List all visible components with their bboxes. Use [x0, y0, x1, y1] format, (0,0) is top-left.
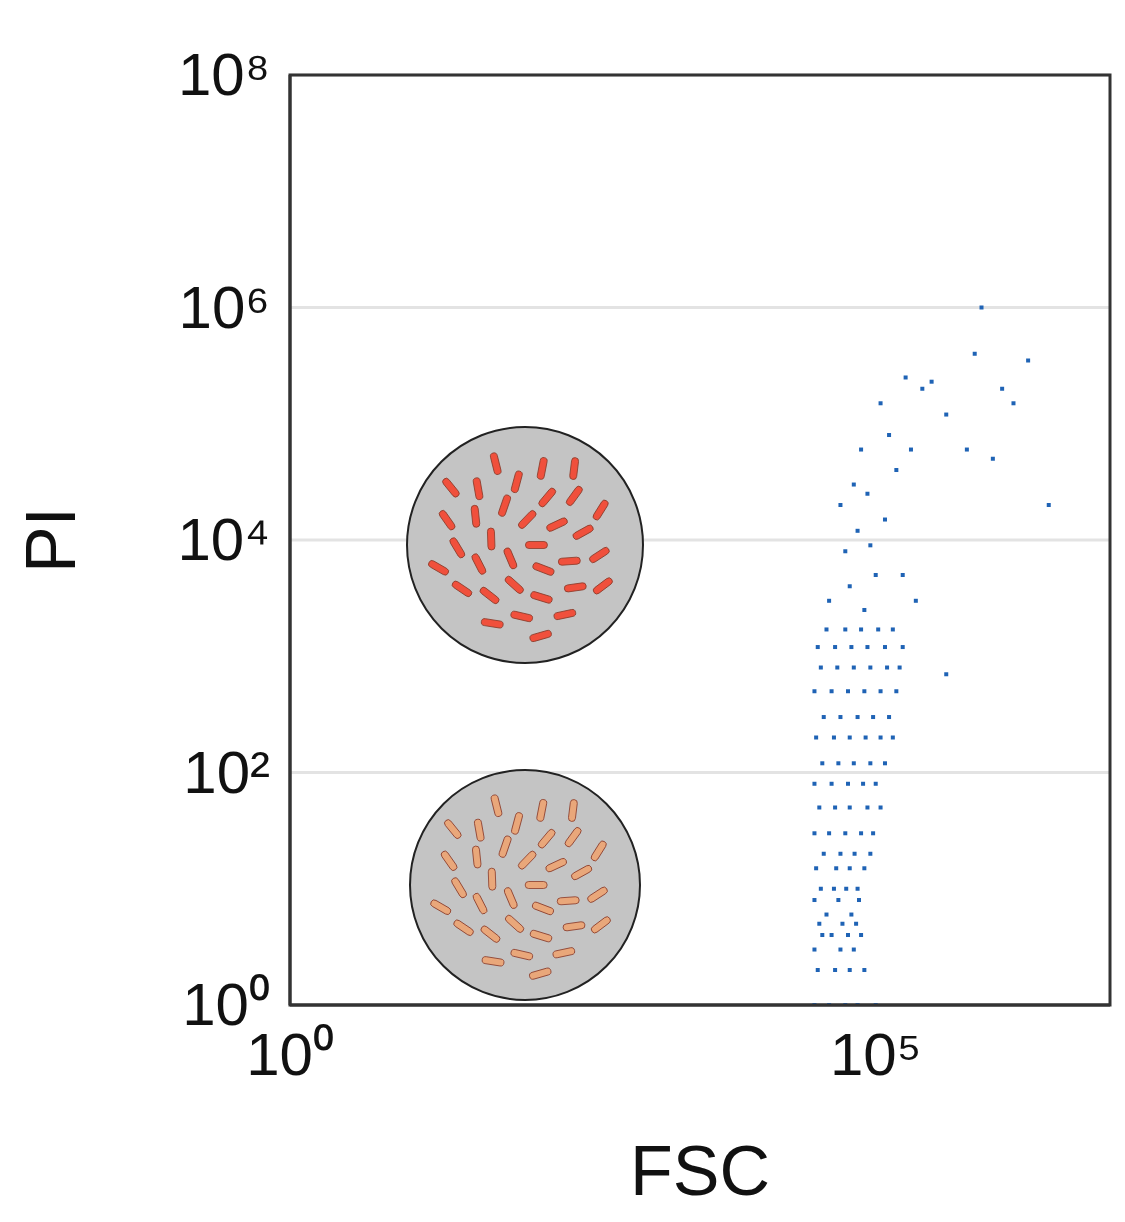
- svg-text:10⁵: 10⁵: [830, 1021, 922, 1088]
- svg-text:10⁸: 10⁸: [178, 41, 270, 108]
- svg-text:10⁰: 10⁰: [182, 971, 270, 1038]
- svg-text:FSC: FSC: [630, 1132, 770, 1210]
- svg-text:10⁴: 10⁴: [177, 506, 270, 573]
- svg-text:10⁶: 10⁶: [179, 274, 270, 341]
- svg-text:10⁰: 10⁰: [246, 1021, 334, 1088]
- svg-text:10²: 10²: [183, 739, 270, 806]
- svg-text:PI: PI: [12, 507, 90, 573]
